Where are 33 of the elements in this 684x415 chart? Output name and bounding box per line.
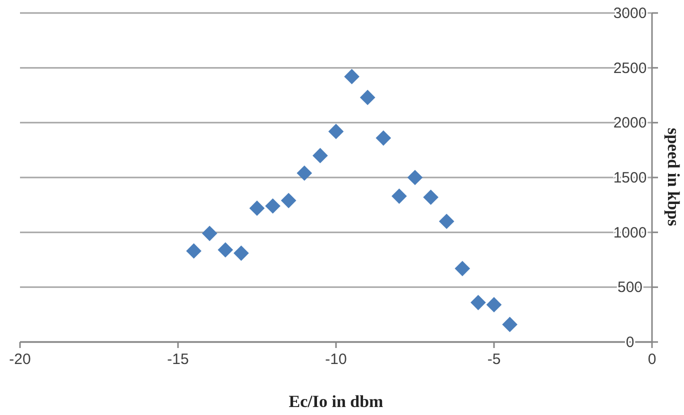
point (265, 198, 280, 214)
x-tick-label: -10 (325, 351, 347, 368)
point (344, 68, 360, 84)
y-tick-label: 3000 (613, 5, 647, 22)
point (360, 90, 376, 106)
point (218, 242, 234, 258)
point (486, 297, 502, 312)
point (296, 165, 312, 181)
y-tick-label: 2000 (613, 114, 647, 132)
y-tick-label: 2500 (613, 60, 647, 77)
point (234, 246, 249, 261)
y-tick-label: 1500 (613, 170, 647, 186)
point (328, 124, 344, 140)
point (438, 214, 454, 230)
point (280, 192, 296, 208)
point (312, 148, 328, 164)
point (423, 190, 438, 205)
x-tick-label: -20 (9, 351, 31, 368)
y-axis-title: speed in kbps (664, 128, 683, 227)
point (454, 260, 470, 276)
point (502, 316, 518, 332)
point (407, 170, 423, 186)
y-tick-label: 500 (617, 279, 643, 296)
point (376, 130, 392, 146)
y-tick-label: 1000 (613, 224, 647, 242)
point (249, 200, 265, 216)
point (470, 294, 486, 310)
point (392, 188, 407, 204)
x-tick-label: -15 (167, 351, 189, 368)
point (186, 243, 202, 259)
x-axis-title: Ec/Io in dbm (288, 392, 384, 411)
x-tick-label: -5 (487, 351, 501, 368)
point (202, 226, 218, 242)
